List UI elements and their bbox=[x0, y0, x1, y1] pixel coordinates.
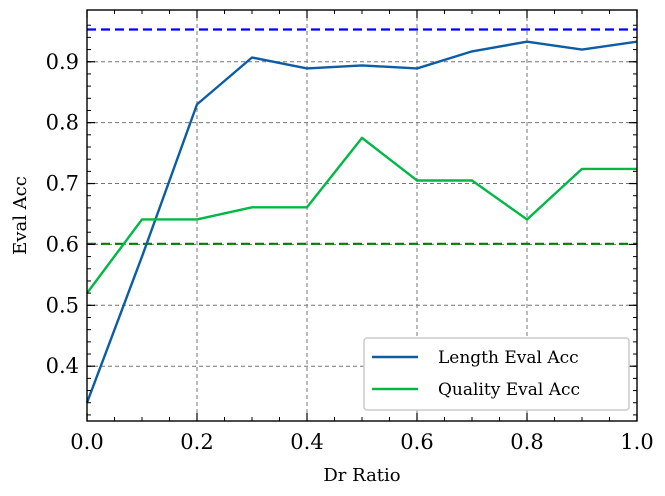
x-tick-label: 0.6 bbox=[400, 430, 433, 454]
reference-lines bbox=[87, 28, 637, 245]
x-tick-label: 0.8 bbox=[510, 430, 543, 454]
series-line-quality bbox=[86, 136, 637, 294]
x-tick-label: 1.0 bbox=[620, 430, 653, 454]
y-tick-label: 0.9 bbox=[46, 50, 79, 74]
y-axis-label: Eval Acc bbox=[10, 176, 31, 255]
x-tick-label: 0.0 bbox=[70, 430, 103, 454]
legend-label-quality: Quality Eval Acc bbox=[438, 380, 580, 400]
y-tick-label: 0.5 bbox=[46, 293, 79, 317]
y-tick-label: 0.4 bbox=[46, 354, 79, 378]
x-tick-label: 0.2 bbox=[180, 430, 213, 454]
legend-box bbox=[363, 337, 630, 411]
x-axis-label: Dr Ratio bbox=[323, 465, 400, 486]
legend: Length Eval Acc Quality Eval Acc bbox=[363, 337, 630, 411]
legend-label-length: Length Eval Acc bbox=[438, 348, 579, 368]
axis-ticks bbox=[86, 10, 638, 421]
y-tick-label: 0.8 bbox=[46, 111, 79, 135]
series-line-length bbox=[85, 40, 638, 404]
y-tick-label: 0.7 bbox=[46, 172, 79, 196]
tick-labels: 0.0 0.2 0.4 0.6 0.8 1.0 0.4 0.5 0.6 0.7 0.8 0.9 bbox=[46, 50, 654, 454]
series-lines bbox=[85, 40, 638, 404]
x-tick-label: 0.4 bbox=[290, 430, 323, 454]
y-tick-label: 0.6 bbox=[46, 232, 79, 256]
